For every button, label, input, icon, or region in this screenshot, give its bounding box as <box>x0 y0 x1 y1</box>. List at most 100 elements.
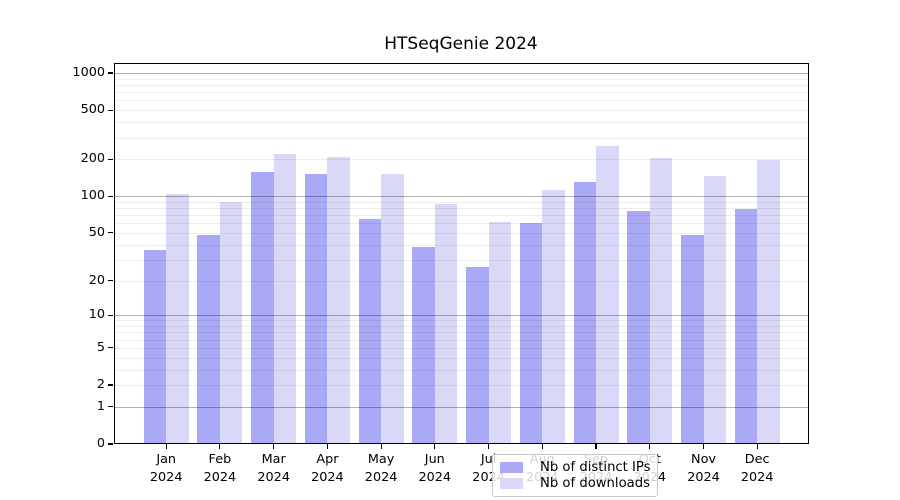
bars-layer <box>114 63 810 444</box>
gridline-minor-500 <box>113 110 809 112</box>
gridline-minor-6 <box>113 339 809 341</box>
y-axis-tick-label-0: 0 <box>96 436 105 451</box>
gridline-minor-700 <box>113 92 809 94</box>
gridline-minor-3 <box>113 369 809 371</box>
bar-downloads-jun <box>434 204 458 444</box>
x-axis-tick-mar <box>273 444 275 449</box>
bar-downloads-mar <box>273 153 297 444</box>
y-axis-tick-200 <box>108 158 113 160</box>
bar-distinct-ips-dec <box>734 209 758 444</box>
x-axis-tick-label-apr: Apr 2024 <box>295 451 359 486</box>
x-axis-tick-jun <box>434 444 436 449</box>
gridline-major-100 <box>113 196 809 198</box>
gridline-minor-60 <box>113 223 809 225</box>
x-axis-tick-oct <box>649 444 651 449</box>
y-axis-tick-label-1: 1 <box>96 398 105 414</box>
gridline-minor-2 <box>113 385 809 386</box>
gridline-minor-5 <box>113 347 809 349</box>
gridline-minor-40 <box>113 244 809 246</box>
x-axis-tick-apr <box>326 444 328 449</box>
gridline-minor-90 <box>113 201 809 203</box>
bar-distinct-ips-aug <box>519 223 543 444</box>
bar-distinct-ips-sep <box>573 182 596 444</box>
x-axis-tick-sep <box>595 444 597 449</box>
x-label-year: 2024 <box>257 469 290 485</box>
gridline-minor-7 <box>113 332 809 334</box>
x-label-month: Nov <box>691 452 716 467</box>
gridline-minor-800 <box>113 85 809 86</box>
gridline-minor-8 <box>113 326 809 327</box>
y-axis-tick-label-1000: 1000 <box>72 65 105 80</box>
x-axis-tick-label-mar: Mar 2024 <box>242 451 306 486</box>
x-label-year: 2024 <box>203 469 237 485</box>
y-axis-tick-label-5: 5 <box>96 339 105 355</box>
gridline-minor-9 <box>113 320 809 322</box>
bar-distinct-ips-jun <box>412 247 435 444</box>
bar-distinct-ips-jan <box>143 250 167 444</box>
gridline-minor-600 <box>113 100 809 102</box>
x-axis-tick-may <box>380 444 382 449</box>
bar-downloads-may <box>381 174 404 444</box>
y-axis-tick-label-10: 10 <box>88 307 105 323</box>
gridline-minor-900 <box>113 78 809 80</box>
x-label-year: 2024 <box>687 469 720 485</box>
bar-downloads-nov <box>703 176 726 444</box>
x-label-month: Dec <box>744 452 770 467</box>
bar-downloads-sep <box>596 145 619 444</box>
legend-row-distinct-ips: Nb of distinct IPs <box>500 459 651 475</box>
bar-distinct-ips-may <box>358 219 382 444</box>
y-axis-tick-label-100: 100 <box>80 188 105 204</box>
legend-label-distinct-ips: Nb of distinct IPs <box>540 459 651 475</box>
gridline-major-1 <box>113 406 809 408</box>
x-axis-tick-label-may: May 2024 <box>349 451 413 486</box>
bar-downloads-oct <box>649 157 673 444</box>
legend-row-downloads: Nb of downloads <box>500 476 650 491</box>
bar-distinct-ips-nov <box>681 235 704 444</box>
bar-downloads-jan <box>166 193 189 444</box>
legend: Nb of distinct IPs Nb of downloads <box>492 454 658 497</box>
x-axis-tick-label-nov: Nov 2024 <box>672 451 736 486</box>
x-label-month: May <box>367 452 395 467</box>
y-axis-tick-label-50: 50 <box>88 224 105 240</box>
gridline-minor-4 <box>113 357 809 359</box>
gridline-minor-70 <box>113 215 809 217</box>
gridline-minor-300 <box>113 137 809 139</box>
y-axis-tick-label-200: 200 <box>80 151 105 167</box>
y-axis-tick-500 <box>108 109 113 111</box>
bar-distinct-ips-feb <box>197 235 220 444</box>
y-axis-tick-label-2: 2 <box>96 377 105 392</box>
y-axis-tick-1000 <box>108 72 113 74</box>
gridline-minor-20 <box>113 280 809 282</box>
plot-area: Nb of distinct IPs Nb of downloads <box>113 62 810 497</box>
gridline-major-1000 <box>113 73 809 74</box>
y-axis-tick-5 <box>108 347 113 349</box>
x-axis-tick-nov <box>702 444 705 449</box>
x-axis-tick-jan <box>165 444 167 449</box>
bar-downloads-dec <box>757 160 780 444</box>
y-axis-tick-50 <box>108 232 113 234</box>
x-label-year: 2024 <box>740 469 774 485</box>
legend-swatch-downloads <box>500 478 523 490</box>
y-axis-tick-2 <box>108 384 113 386</box>
x-axis-tick-aug <box>541 444 543 449</box>
bar-distinct-ips-jul <box>466 267 489 444</box>
x-axis-tick-label-jun: Jun 2024 <box>403 451 467 486</box>
x-label-year: 2024 <box>364 469 398 485</box>
x-axis-tick-label-feb: Feb 2024 <box>188 451 252 486</box>
y-axis-tick-0 <box>108 443 113 445</box>
y-axis-tick-20 <box>108 279 113 282</box>
bar-downloads-feb <box>219 202 243 444</box>
gridline-major-10 <box>113 315 809 317</box>
y-axis-tick-100 <box>108 195 113 197</box>
bar-distinct-ips-apr <box>304 173 328 444</box>
x-axis-tick-jul <box>488 444 490 449</box>
x-axis-tick-label-jan: Jan 2024 <box>134 451 198 486</box>
y-axis-tick-10 <box>108 314 113 316</box>
x-label-month: Mar <box>261 452 286 467</box>
gridline-minor-50 <box>113 232 809 234</box>
gridline-minor-30 <box>113 259 809 261</box>
x-label-year: 2024 <box>149 469 183 485</box>
x-label-month: Apr <box>316 452 339 467</box>
bar-distinct-ips-mar <box>251 171 274 444</box>
